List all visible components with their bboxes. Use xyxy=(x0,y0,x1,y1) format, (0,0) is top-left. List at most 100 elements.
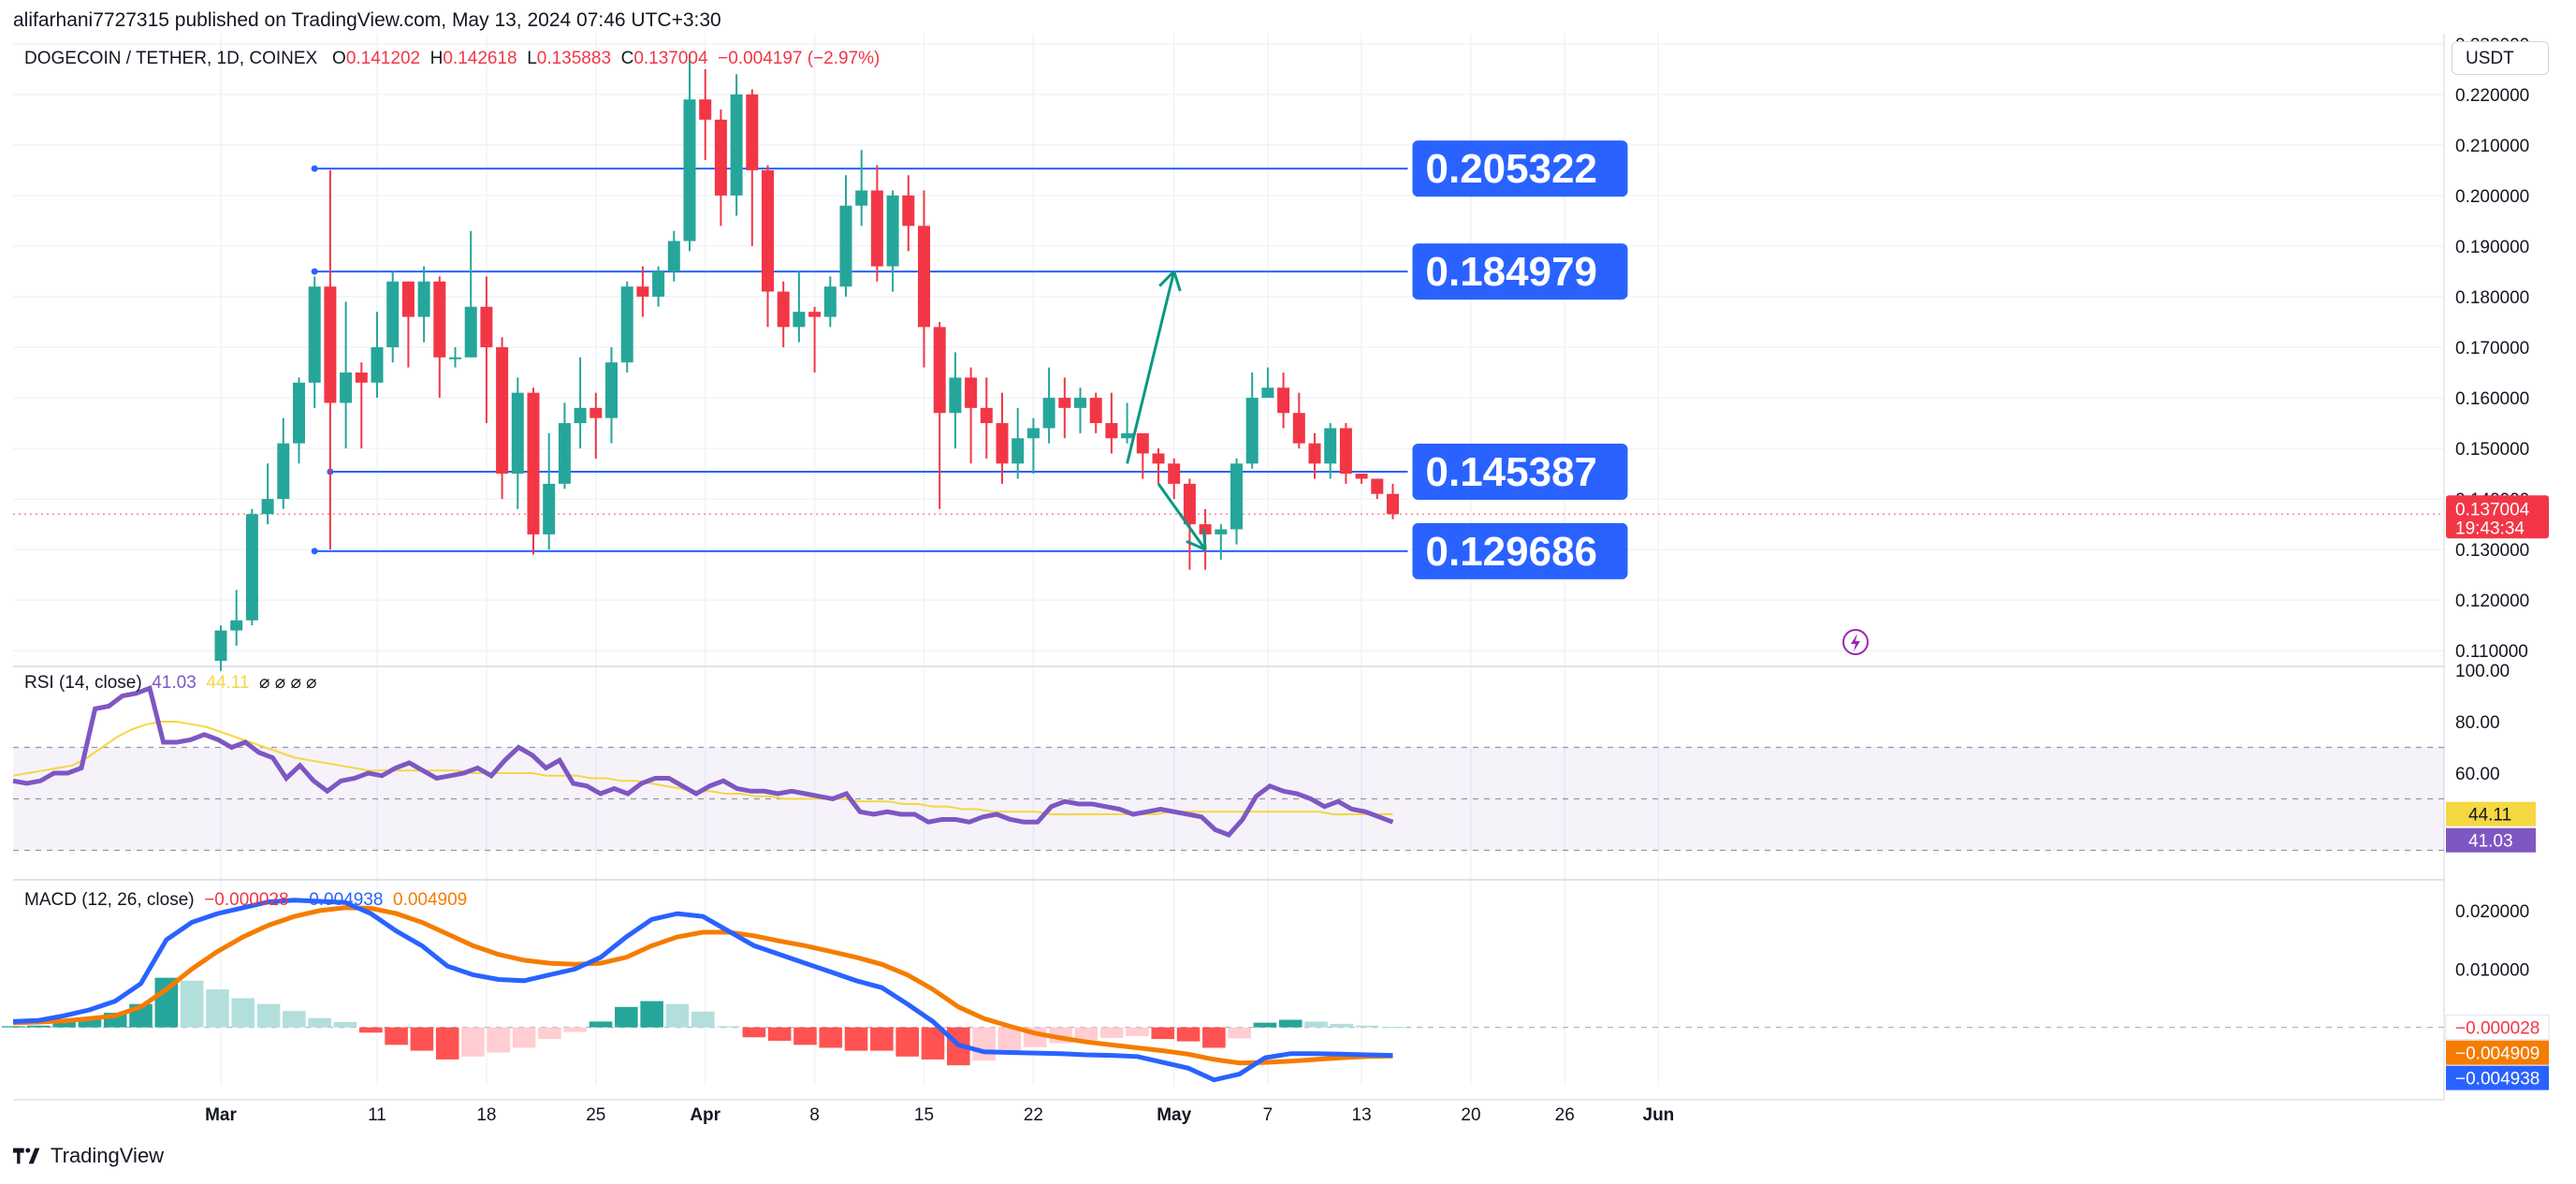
high-label: H xyxy=(429,49,444,68)
macd-histogram-bar xyxy=(1330,1023,1354,1028)
candle-body xyxy=(277,443,290,500)
candle-body xyxy=(1355,474,1368,479)
candle-body xyxy=(1011,438,1025,464)
candle-body xyxy=(558,423,571,484)
candle-body xyxy=(543,483,556,534)
time-tick-label: 18 xyxy=(476,1105,496,1125)
macd-histogram-bar xyxy=(1099,1027,1124,1038)
candle-body xyxy=(1292,413,1305,444)
macd-histogram-bar xyxy=(1,1026,25,1028)
projection-arrows[interactable] xyxy=(1126,270,1207,551)
macd-signal-line xyxy=(12,905,1393,1066)
level-label-box xyxy=(1412,522,1628,579)
candle-body xyxy=(918,226,930,328)
candle-body xyxy=(1058,398,1071,408)
time-tick-label: 26 xyxy=(1555,1105,1575,1125)
macd-histogram-bar xyxy=(461,1027,485,1057)
macd-tick-label: 0.010000 xyxy=(2455,960,2529,980)
high-value: 0.142618 xyxy=(443,49,517,68)
candle-body xyxy=(793,312,806,328)
macd-histogram-bar xyxy=(1253,1022,1277,1028)
candle-body xyxy=(777,291,790,328)
level-label: 0.205322 xyxy=(1426,146,1598,192)
macd-histogram-bar xyxy=(231,998,255,1028)
macd-histogram-bar xyxy=(870,1027,894,1051)
macd-histogram-bar xyxy=(283,1011,306,1028)
candle-body xyxy=(1215,529,1228,534)
macd-histogram-bar xyxy=(742,1027,766,1038)
candle-body xyxy=(636,286,649,297)
macd-histogram-bar xyxy=(563,1027,588,1032)
price-axis[interactable]: 0.2300000.2200000.2100000.2000000.190000… xyxy=(2445,36,2550,1090)
macd-histogram-bar xyxy=(52,1022,76,1028)
candlesticks xyxy=(214,53,1399,671)
macd-hist-value: −0.000028 xyxy=(204,890,289,910)
price-tick-label: 0.110000 xyxy=(2455,642,2528,662)
macd-line xyxy=(12,898,1393,1083)
price-tick-label: 0.190000 xyxy=(2455,238,2529,257)
arrow-head xyxy=(1172,270,1182,292)
open-value: 0.141202 xyxy=(345,49,421,68)
low-value: 0.135883 xyxy=(536,49,612,68)
macd-histogram-bar xyxy=(1202,1027,1226,1048)
alert-icon[interactable] xyxy=(1842,629,1869,655)
candle-body xyxy=(1152,453,1165,464)
level-anchor xyxy=(311,268,318,275)
currency-selector[interactable]: USDT xyxy=(2452,41,2549,75)
time-axis[interactable]: Mar 11 18 25 Apr 8 15 22 May 7 13 20 26 Jun xyxy=(205,1105,1674,1125)
arrow-head xyxy=(1158,270,1175,287)
candle-body xyxy=(746,94,759,170)
rsi-extra-symbols: ⌀ ⌀ ⌀ ⌀ xyxy=(259,673,317,693)
candle-body xyxy=(823,286,837,317)
rsi-tick-label: 60.00 xyxy=(2455,765,2500,784)
macd-histogram-bar xyxy=(435,1027,459,1060)
candle-body xyxy=(652,270,665,297)
time-tick-label: 20 xyxy=(1461,1105,1480,1125)
alert-bolt xyxy=(1851,634,1860,651)
candle-body xyxy=(855,190,868,206)
macd-histogram-bar xyxy=(410,1027,434,1051)
macd-signal-badge xyxy=(2446,1040,2549,1065)
grid-lines xyxy=(13,34,2444,1086)
candle-body xyxy=(1105,423,1118,439)
candle-body xyxy=(261,499,274,515)
candle-body xyxy=(870,190,883,267)
macd-histogram-bar xyxy=(844,1027,868,1051)
candle-body xyxy=(996,423,1009,464)
tradingview-logo-icon xyxy=(13,1147,40,1164)
arrow-shaft xyxy=(1126,270,1176,464)
time-tick-label: 8 xyxy=(809,1105,820,1125)
level-label: 0.145387 xyxy=(1426,449,1598,495)
candle-body xyxy=(574,407,587,424)
macd-histogram-bar xyxy=(717,1026,740,1028)
time-tick-label: 7 xyxy=(1263,1105,1273,1125)
candle-body xyxy=(1199,524,1212,534)
candle-body xyxy=(839,205,852,287)
macd-histogram-bar xyxy=(333,1022,357,1028)
macd-histogram-bar xyxy=(640,1001,663,1028)
candle-body xyxy=(464,306,477,358)
candle-body xyxy=(386,281,400,347)
candle-body xyxy=(1371,478,1384,494)
candle-body xyxy=(1339,428,1352,475)
price-tick-label: 0.150000 xyxy=(2455,440,2529,460)
macd-histogram-bar xyxy=(1304,1021,1328,1028)
level-label-box xyxy=(1412,243,1628,300)
footer-branding: TradingView xyxy=(13,1144,164,1168)
candle-body xyxy=(1387,493,1399,515)
price-tick-label: 0.160000 xyxy=(2455,389,2529,409)
time-tick-label: 11 xyxy=(368,1105,386,1125)
rsi-ma-badge-label: 44.11 xyxy=(2468,806,2511,826)
rsi-title: RSI (14, close) xyxy=(24,673,142,693)
candle-body xyxy=(308,286,321,383)
current-price-label: 0.137004 xyxy=(2455,500,2530,519)
time-tick-label: May xyxy=(1157,1105,1191,1125)
candle-body xyxy=(589,407,603,418)
candle-body xyxy=(1308,443,1321,464)
macd-histogram-bar xyxy=(256,1003,281,1028)
macd-histogram-bar xyxy=(78,1018,102,1028)
candle-body xyxy=(293,382,305,444)
macd-hist-badge xyxy=(2445,1015,2550,1041)
macd-histogram-bar xyxy=(1176,1027,1201,1042)
